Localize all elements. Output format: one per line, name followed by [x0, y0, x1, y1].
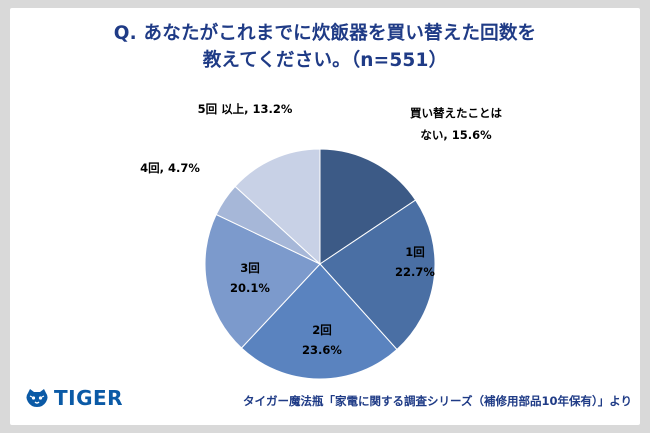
slice-value-2: 22.7% — [395, 265, 435, 279]
chart-title-line-2: 教えてください。（n=551） — [202, 50, 448, 71]
source-note: タイガー魔法瓶「家電に関する調査シリーズ（補修用部品10年保有）」より — [243, 394, 632, 408]
slice-label-4: 3回 — [240, 261, 260, 275]
pie-slice-1 — [319, 148, 417, 265]
chart-title-line-1: Q. あなたがこれまでに炊飯器を買い替えた回数を — [113, 23, 537, 44]
pie-slice-6 — [234, 148, 321, 266]
slice-label-3: 2回 — [312, 323, 332, 337]
slice-value-3: 23.6% — [302, 343, 342, 357]
slice-label-6: 5回 以上, 13.2% — [198, 102, 293, 116]
slice-label-2: 1回 — [405, 245, 425, 259]
slice-label-1: 買い替えたことは — [410, 106, 502, 120]
slice-value-4: 20.1% — [230, 281, 270, 295]
tiger-face-icon — [26, 389, 48, 407]
tiger-logo: TIGER — [24, 387, 123, 409]
slice-label-5: 4回, 4.7% — [140, 161, 200, 175]
pie-slice-3 — [240, 263, 398, 380]
slice-value-1: ない, 15.6% — [420, 128, 492, 142]
brand-wordmark: TIGER — [54, 386, 124, 410]
pie-slice-4 — [204, 213, 321, 349]
pie-slice-2 — [319, 199, 436, 351]
